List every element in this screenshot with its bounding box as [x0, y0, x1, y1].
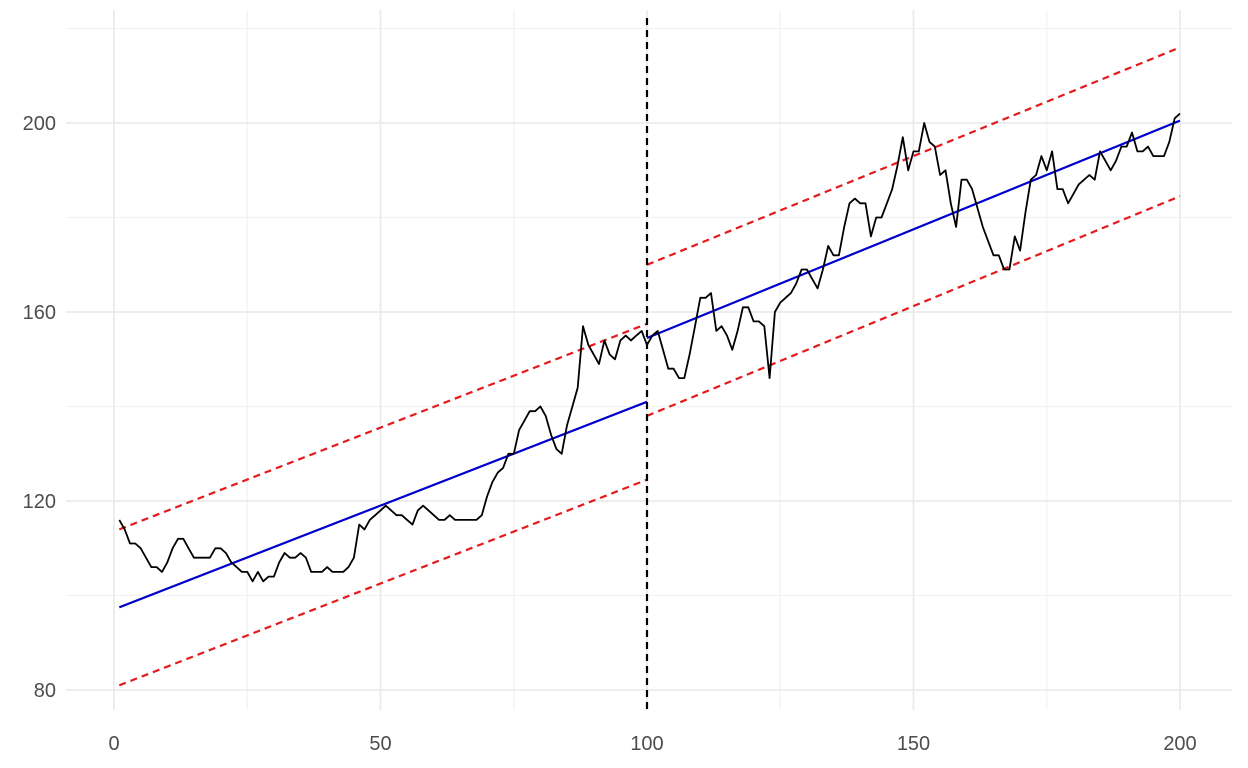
x-tick-label: 100 — [630, 733, 663, 755]
series-line — [118, 112, 1181, 583]
grid — [66, 10, 1232, 710]
lower-band-line — [118, 478, 648, 687]
trend-fit — [118, 119, 1181, 609]
fit-line — [118, 400, 648, 609]
y-tick-label: 160 — [23, 302, 56, 324]
observed-series — [118, 112, 1181, 583]
x-tick-label: 0 — [108, 733, 119, 755]
lower-band-line — [646, 195, 1181, 417]
y-tick-label: 80 — [34, 680, 56, 702]
axis-labels: 0 50 100 150 200 80 120 160 200 — [23, 113, 1197, 755]
prediction-band — [118, 46, 1181, 687]
x-tick-label: 50 — [369, 733, 391, 755]
x-tick-label: 150 — [897, 733, 930, 755]
y-tick-label: 200 — [23, 113, 56, 135]
x-tick-label: 200 — [1163, 733, 1196, 755]
upper-band-line — [118, 322, 648, 531]
y-tick-label: 120 — [23, 491, 56, 513]
fit-line — [646, 119, 1181, 340]
